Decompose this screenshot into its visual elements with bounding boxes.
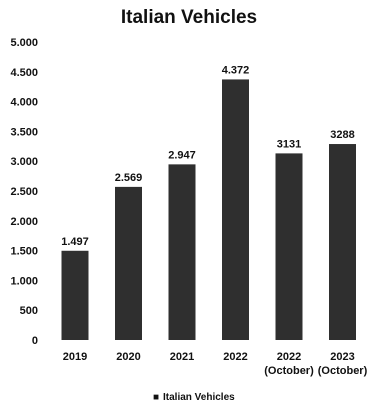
- x-tick-label: 2022: [223, 351, 247, 363]
- data-label: 2.947: [168, 149, 196, 161]
- x-axis-tick-labels: 2019 2020 2021 2022 2022 (October) 2023 (Octobe…: [63, 351, 368, 377]
- y-tick-label: 500: [20, 305, 38, 317]
- y-tick-label: 5.000: [10, 37, 38, 49]
- y-tick-label: 1.000: [10, 275, 38, 287]
- y-tick-label: 1.500: [10, 246, 38, 258]
- chart-title: Italian Vehicles: [121, 7, 257, 28]
- x-tick-label: 2021: [170, 351, 194, 363]
- bar: [222, 79, 249, 340]
- y-tick-label: 4.500: [10, 67, 38, 79]
- x-tick-label: 2019: [63, 351, 87, 363]
- bar-series: [61, 79, 356, 340]
- legend: ■ Italian Vehicles: [153, 392, 235, 403]
- x-tick-label: 2020: [116, 351, 140, 363]
- y-tick-label: 2.500: [10, 186, 38, 198]
- x-tick-label: 2023: [330, 351, 354, 363]
- legend-marker: ■: [153, 392, 159, 403]
- y-tick-label: 4.000: [10, 97, 38, 109]
- bar: [168, 164, 196, 340]
- y-tick-label: 3.500: [10, 126, 38, 138]
- bar: [329, 144, 356, 340]
- x-tick-label: 2022: [277, 351, 301, 363]
- bar: [275, 153, 303, 340]
- data-label: 2.569: [115, 172, 143, 184]
- data-labels: 1.497 2.569 2.947 4.372 3131 3288: [61, 64, 355, 247]
- x-tick-label: (October): [264, 365, 314, 377]
- y-tick-label: 2.000: [10, 216, 38, 228]
- y-tick-label: 0: [32, 335, 38, 347]
- data-label: 1.497: [61, 236, 89, 248]
- bar: [115, 186, 142, 340]
- data-label: 3288: [330, 129, 354, 141]
- data-label: 3131: [277, 138, 301, 150]
- data-label: 4.372: [222, 64, 250, 76]
- bar: [61, 250, 89, 340]
- y-axis-tick-labels: 0 500 1.000 1.500 2.000 2.500 3.000 3.500 4.000 4…: [10, 37, 38, 347]
- y-tick-label: 3.000: [10, 156, 38, 168]
- legend-label: Italian Vehicles: [163, 392, 235, 403]
- x-tick-label: (October): [318, 365, 368, 377]
